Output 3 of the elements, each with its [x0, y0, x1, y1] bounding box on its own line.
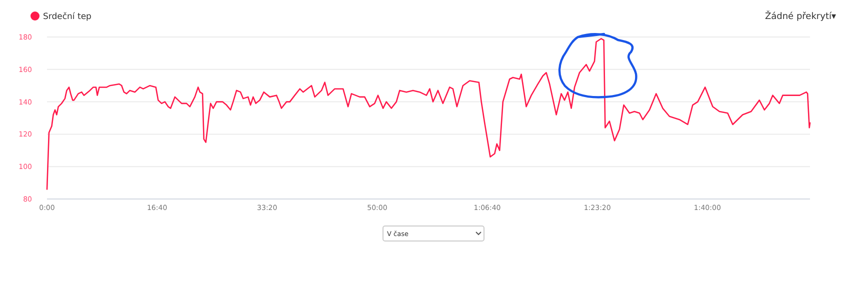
legend-label: Srdeční tep [43, 12, 92, 22]
text: Žádné překrytí▾ [764, 10, 836, 22]
line-series [46, 38, 811, 190]
